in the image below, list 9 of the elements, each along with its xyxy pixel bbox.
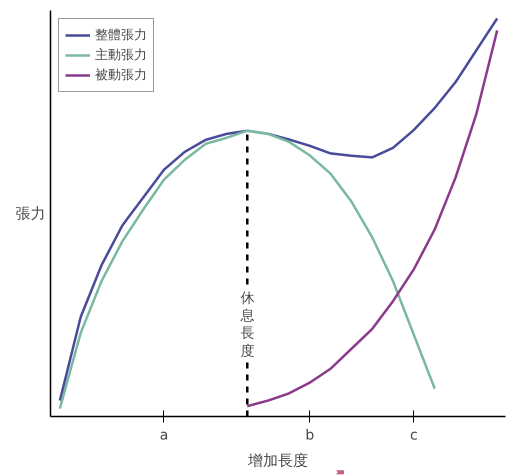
legend-label: 整體張力	[95, 27, 147, 44]
x-tick-label: b	[305, 428, 314, 444]
x-tick-label: a	[160, 428, 168, 444]
x-tick-label: c	[410, 428, 418, 444]
legend-label: 被動張力	[95, 67, 147, 84]
x-axis-title: 增加長度	[247, 452, 308, 470]
annotation: 休息長度	[239, 290, 254, 360]
legend-label: 主動張力	[95, 47, 147, 64]
y-axis-title: 張力	[16, 204, 46, 222]
